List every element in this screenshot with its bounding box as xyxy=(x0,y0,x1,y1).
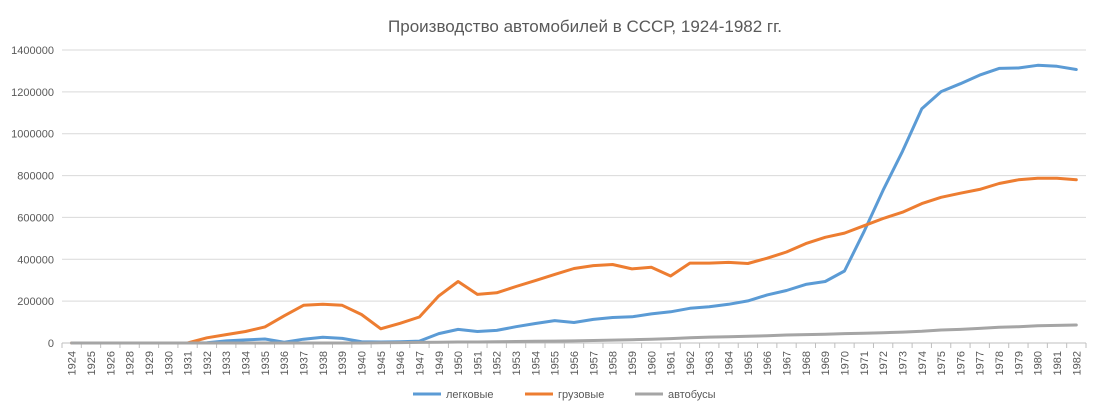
x-tick-label: 1950 xyxy=(453,351,465,375)
x-tick-label: 1924 xyxy=(67,351,79,375)
x-tick-label: 1937 xyxy=(299,351,311,375)
x-tick-label: 1946 xyxy=(395,351,407,375)
x-tick-label: 1961 xyxy=(666,351,678,375)
x-tick-label: 1936 xyxy=(279,351,291,375)
x-tick-label: 1980 xyxy=(1033,351,1045,375)
x-tick-label: 1978 xyxy=(994,351,1006,375)
x-tick-label: 1928 xyxy=(125,351,137,375)
legend-label: грузовые xyxy=(558,389,604,401)
legend-label: легковые xyxy=(446,389,493,401)
x-tick-label: 1938 xyxy=(318,351,330,375)
x-tick-label: 1960 xyxy=(646,351,658,375)
x-tick-label: 1982 xyxy=(1071,351,1083,375)
x-tick-label: 1935 xyxy=(260,351,272,375)
x-tick-label: 1933 xyxy=(221,351,233,375)
legend-entry: легковые xyxy=(413,389,493,401)
x-tick-label: 1949 xyxy=(434,351,446,375)
x-tick-label: 1981 xyxy=(1052,351,1064,375)
x-tick-label: 1959 xyxy=(627,351,639,375)
x-tick-label: 1979 xyxy=(1013,351,1025,375)
x-tick-label: 1971 xyxy=(859,351,871,375)
x-tick-label: 1974 xyxy=(917,351,929,375)
x-tick-label: 1939 xyxy=(337,351,349,375)
y-tick-label: 400000 xyxy=(17,254,54,266)
x-tick-label: 1953 xyxy=(511,351,523,375)
x-tick-label: 1977 xyxy=(975,351,987,375)
y-tick-label: 1000000 xyxy=(11,129,54,141)
x-tick-label: 1972 xyxy=(878,351,890,375)
legend-entry: автобусы xyxy=(635,389,716,401)
x-tick-label: 1958 xyxy=(608,351,620,375)
series-line-1 xyxy=(70,176,1078,345)
x-tick-label: 1973 xyxy=(897,351,909,375)
x-tick-label: 1966 xyxy=(762,351,774,375)
y-tick-label: 200000 xyxy=(17,296,54,308)
x-tick-label: 1954 xyxy=(530,351,542,375)
x-tick-label: 1951 xyxy=(472,351,484,375)
legend-entry: грузовые xyxy=(525,389,604,401)
x-axis-ticks: 1924 1925 1926 1928 1929 1930 1931 1932 1933 1934… xyxy=(61,343,1087,375)
series-line-2 xyxy=(70,323,1078,345)
x-tick-label: 1965 xyxy=(743,351,755,375)
x-tick-label: 1969 xyxy=(820,351,832,375)
chart-title: Производство автомобилей в СССР, 1924-19… xyxy=(388,17,782,36)
series-line-0 xyxy=(70,63,1078,345)
y-tick-label: 1200000 xyxy=(11,87,54,99)
x-tick-label: 1934 xyxy=(241,351,253,375)
x-tick-label: 1975 xyxy=(936,351,948,375)
x-tick-label: 1970 xyxy=(839,351,851,375)
x-tick-label: 1926 xyxy=(105,351,117,375)
x-tick-label: 1930 xyxy=(163,351,175,375)
y-tick-label: 0 xyxy=(48,338,54,350)
x-tick-label: 1968 xyxy=(801,351,813,375)
x-tick-label: 1947 xyxy=(414,351,426,375)
y-axis-ticks: 0 200000 400000 600000 800000 1000000 1200000 1… xyxy=(11,45,54,350)
x-tick-label: 1925 xyxy=(86,351,98,375)
x-tick-label: 1967 xyxy=(782,351,794,375)
legend: легковые грузовые автобусы xyxy=(413,389,716,401)
x-tick-label: 1956 xyxy=(569,351,581,375)
x-tick-label: 1957 xyxy=(588,351,600,375)
legend-label: автобусы xyxy=(668,389,716,401)
x-tick-label: 1963 xyxy=(704,351,716,375)
gridlines xyxy=(62,49,1086,344)
y-tick-label: 800000 xyxy=(17,171,54,183)
y-tick-label: 1400000 xyxy=(11,45,54,57)
x-tick-label: 1962 xyxy=(685,351,697,375)
x-tick-label: 1931 xyxy=(183,351,195,375)
x-tick-label: 1945 xyxy=(376,351,388,375)
x-tick-label: 1964 xyxy=(724,351,736,375)
y-tick-label: 600000 xyxy=(17,212,54,224)
x-tick-label: 1952 xyxy=(492,351,504,375)
series-lines xyxy=(70,63,1078,345)
x-tick-label: 1955 xyxy=(550,351,562,375)
x-tick-label: 1929 xyxy=(144,351,156,375)
x-tick-label: 1976 xyxy=(955,351,967,375)
x-tick-label: 1940 xyxy=(356,351,368,375)
x-tick-label: 1932 xyxy=(202,351,214,375)
